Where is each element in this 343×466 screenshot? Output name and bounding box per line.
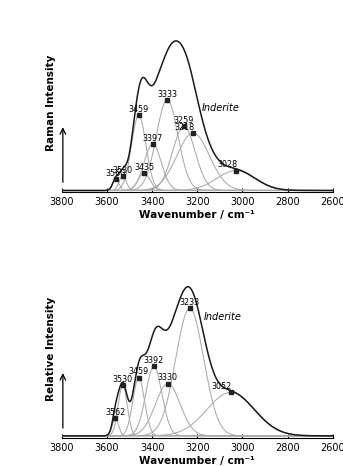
Text: 3459: 3459 (129, 105, 149, 114)
Text: 3562: 3562 (105, 408, 126, 417)
X-axis label: Wavenumber / cm⁻¹: Wavenumber / cm⁻¹ (139, 456, 255, 466)
Text: Inderite: Inderite (202, 103, 240, 113)
Text: 3052: 3052 (212, 382, 232, 391)
Text: 3028: 3028 (217, 160, 237, 170)
Y-axis label: Raman Intensity: Raman Intensity (46, 55, 56, 151)
Text: 3530: 3530 (113, 166, 133, 175)
Text: Inderite: Inderite (204, 312, 242, 322)
Text: 3560: 3560 (106, 169, 126, 178)
Text: 3435: 3435 (134, 163, 154, 171)
Text: 3233: 3233 (180, 298, 200, 307)
Text: 3333: 3333 (157, 90, 177, 99)
Text: 3459: 3459 (129, 368, 149, 377)
Text: 3259: 3259 (174, 116, 194, 125)
Text: 3330: 3330 (158, 373, 178, 382)
X-axis label: Wavenumber / cm⁻¹: Wavenumber / cm⁻¹ (139, 210, 255, 220)
Text: 3218: 3218 (174, 123, 194, 132)
Text: 3397: 3397 (143, 134, 163, 143)
Text: 3392: 3392 (144, 356, 164, 365)
Y-axis label: Relative Intensity: Relative Intensity (46, 297, 56, 401)
Text: 3530: 3530 (113, 375, 133, 384)
